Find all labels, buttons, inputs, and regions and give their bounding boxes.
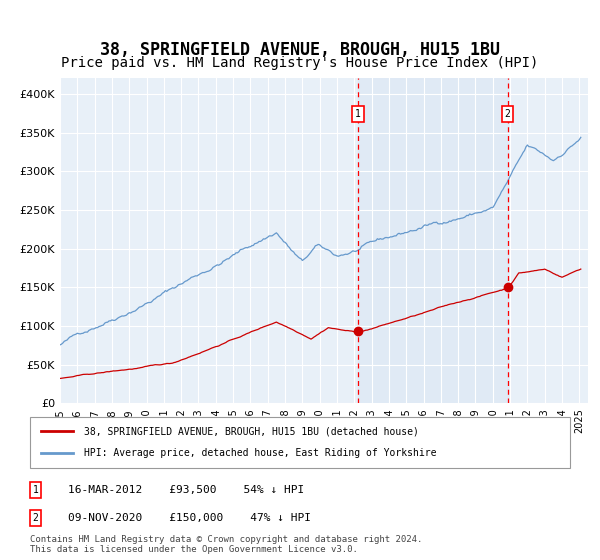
Text: 09-NOV-2020    £150,000    47% ↓ HPI: 09-NOV-2020 £150,000 47% ↓ HPI: [68, 513, 311, 523]
Text: 38, SPRINGFIELD AVENUE, BROUGH, HU15 1BU: 38, SPRINGFIELD AVENUE, BROUGH, HU15 1BU: [100, 41, 500, 59]
FancyBboxPatch shape: [30, 417, 570, 468]
Bar: [358, 78, 508, 403]
Text: 1: 1: [355, 109, 361, 119]
Text: Contains HM Land Registry data © Crown copyright and database right 2024.
This d: Contains HM Land Registry data © Crown c…: [30, 535, 422, 554]
Text: 2: 2: [505, 109, 511, 119]
Text: 38, SPRINGFIELD AVENUE, BROUGH, HU15 1BU (detached house): 38, SPRINGFIELD AVENUE, BROUGH, HU15 1BU…: [84, 426, 419, 436]
Text: Price paid vs. HM Land Registry's House Price Index (HPI): Price paid vs. HM Land Registry's House …: [61, 56, 539, 70]
Text: 1: 1: [32, 485, 38, 495]
Text: 16-MAR-2012    £93,500    54% ↓ HPI: 16-MAR-2012 £93,500 54% ↓ HPI: [68, 485, 304, 495]
Text: 2: 2: [32, 513, 38, 523]
Text: HPI: Average price, detached house, East Riding of Yorkshire: HPI: Average price, detached house, East…: [84, 449, 437, 459]
